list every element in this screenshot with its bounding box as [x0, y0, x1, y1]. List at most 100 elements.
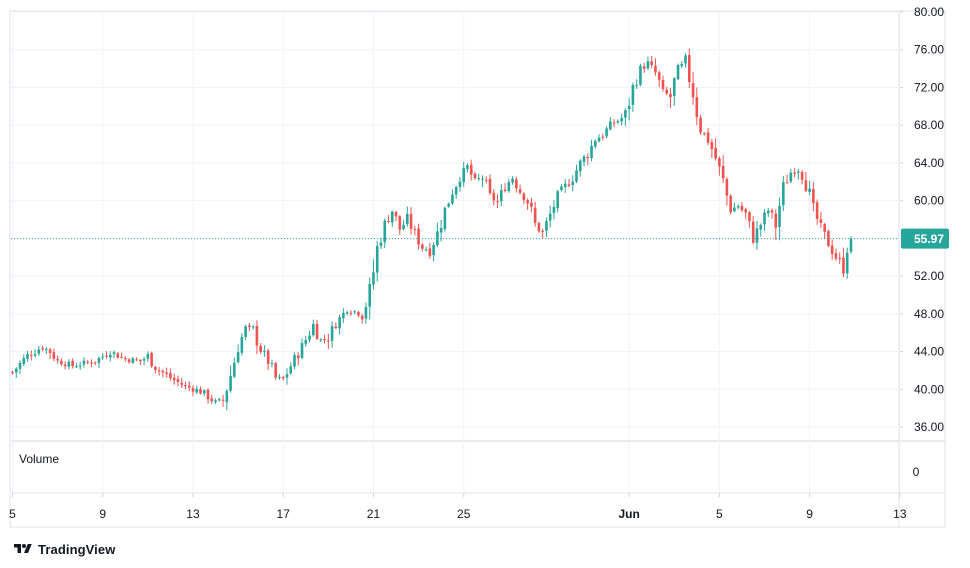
candle-body	[37, 349, 41, 354]
candle-body	[360, 315, 364, 320]
candle	[552, 200, 556, 220]
candle-body	[150, 353, 153, 367]
candle	[646, 56, 650, 71]
candle	[345, 310, 349, 316]
candle	[146, 351, 150, 362]
candle-body	[834, 253, 838, 259]
candle	[278, 374, 281, 380]
y-tick-label: 76.00	[914, 43, 944, 57]
candle	[439, 220, 443, 242]
candle-body	[304, 340, 308, 344]
candle	[800, 170, 804, 185]
candle-body	[372, 272, 375, 285]
candle-body	[548, 213, 552, 221]
candle	[624, 108, 627, 127]
candle-body	[766, 210, 770, 214]
candle-body	[191, 387, 195, 392]
candle-body	[526, 200, 529, 204]
tradingview-name: TradingView	[38, 541, 116, 557]
candle	[48, 347, 52, 360]
candle	[845, 247, 849, 279]
candle	[184, 381, 187, 390]
candle	[67, 359, 71, 370]
x-tick-label: 25	[457, 507, 471, 521]
candle	[266, 348, 270, 371]
candle-body	[466, 165, 469, 170]
candle-body	[240, 336, 244, 353]
candle	[594, 139, 597, 149]
x-tick-label: 9	[99, 507, 106, 521]
candle-body	[161, 370, 165, 373]
candle-body	[706, 132, 710, 143]
candle	[124, 356, 127, 362]
candle	[830, 239, 834, 260]
candle-body	[477, 178, 481, 180]
candle	[819, 211, 823, 228]
candle-body	[676, 65, 680, 80]
candle	[161, 369, 165, 378]
candle-body	[849, 238, 853, 252]
candle-body	[48, 349, 52, 354]
candle	[105, 351, 108, 359]
candle-body	[75, 366, 78, 368]
candle	[45, 347, 48, 354]
candle-body	[815, 202, 819, 219]
candle-body	[428, 248, 432, 257]
candle-body	[642, 66, 646, 69]
candle-body	[63, 364, 67, 367]
candle	[481, 175, 484, 188]
candle-body	[266, 350, 270, 364]
candle-body	[18, 362, 22, 369]
x-tick-label: 5	[716, 507, 723, 521]
candle	[71, 358, 74, 369]
candle	[195, 385, 199, 395]
candle	[387, 214, 390, 224]
candle-body	[838, 257, 841, 259]
candle	[82, 357, 86, 368]
tradingview-branding[interactable]: TradingView	[12, 540, 115, 558]
candle	[533, 201, 537, 227]
candle	[379, 237, 383, 249]
candle	[199, 386, 202, 395]
candle-body	[413, 229, 417, 231]
candle	[733, 202, 736, 213]
candle	[691, 72, 695, 105]
candle	[571, 175, 575, 192]
candle	[75, 362, 78, 369]
candle	[507, 179, 511, 193]
candle-body	[669, 93, 672, 98]
candle	[597, 134, 601, 143]
candle-body	[774, 213, 778, 228]
candle	[436, 222, 439, 248]
candle-body	[605, 128, 608, 137]
candle	[360, 313, 364, 324]
candle	[398, 215, 402, 235]
candle	[500, 184, 503, 207]
candle-body	[270, 363, 274, 365]
candle	[421, 243, 424, 252]
candle-body	[454, 187, 458, 195]
candle	[139, 359, 142, 366]
candle-body	[139, 359, 142, 362]
candle	[172, 373, 176, 385]
candle-body	[650, 61, 653, 66]
candle-body	[293, 355, 296, 367]
candle	[511, 176, 514, 185]
candle	[575, 164, 578, 184]
candle-body	[609, 121, 612, 130]
candle	[785, 174, 789, 184]
candle-body	[315, 324, 319, 339]
candle-body	[699, 117, 702, 133]
candle	[635, 79, 638, 89]
candle	[60, 358, 63, 366]
candle-body	[744, 209, 747, 213]
candle-body	[594, 140, 597, 147]
candle-body	[703, 133, 706, 135]
candle-body	[165, 372, 168, 375]
candle-body	[353, 311, 356, 313]
candle-body	[661, 80, 665, 89]
candle-body	[782, 182, 785, 205]
candle-body	[379, 242, 383, 246]
candle-body	[157, 370, 161, 372]
